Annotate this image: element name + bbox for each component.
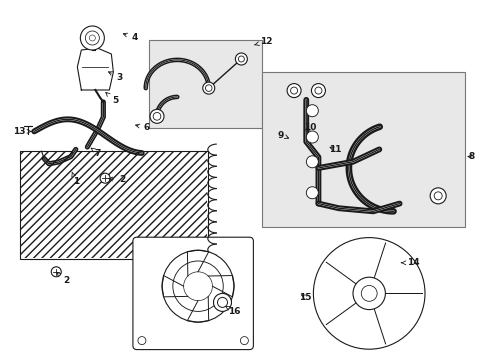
Text: 5: 5: [105, 93, 118, 105]
Circle shape: [313, 238, 424, 349]
Circle shape: [153, 112, 161, 120]
Circle shape: [213, 293, 231, 311]
Circle shape: [150, 109, 163, 123]
Circle shape: [361, 285, 376, 301]
Circle shape: [433, 192, 441, 200]
Circle shape: [100, 173, 110, 183]
Text: 13: 13: [13, 127, 31, 136]
Circle shape: [305, 156, 318, 168]
Circle shape: [305, 131, 318, 143]
Circle shape: [286, 84, 301, 98]
Circle shape: [238, 56, 244, 62]
Circle shape: [217, 297, 227, 307]
Circle shape: [138, 337, 145, 345]
Circle shape: [205, 85, 212, 91]
Circle shape: [305, 105, 318, 117]
Text: 10: 10: [304, 123, 316, 132]
Circle shape: [305, 187, 318, 199]
Text: 11: 11: [328, 145, 341, 154]
Circle shape: [183, 272, 212, 301]
Bar: [20, 152, 206, 258]
Polygon shape: [77, 48, 113, 90]
Text: 4: 4: [123, 33, 138, 42]
Text: 8: 8: [467, 152, 474, 161]
Circle shape: [172, 261, 223, 311]
Circle shape: [290, 87, 297, 94]
Text: 12: 12: [254, 37, 272, 46]
Text: 1: 1: [72, 172, 79, 186]
Text: 2: 2: [109, 175, 125, 184]
Circle shape: [240, 337, 248, 345]
Text: 14: 14: [401, 258, 419, 267]
Circle shape: [311, 84, 325, 98]
Circle shape: [235, 53, 247, 65]
FancyBboxPatch shape: [133, 237, 253, 350]
Text: 2: 2: [57, 273, 69, 285]
Circle shape: [51, 267, 61, 277]
Text: 16: 16: [225, 306, 241, 316]
Circle shape: [162, 250, 234, 322]
Circle shape: [352, 277, 385, 310]
Circle shape: [429, 188, 445, 204]
Circle shape: [89, 35, 95, 41]
Circle shape: [314, 87, 321, 94]
Circle shape: [80, 26, 104, 50]
Circle shape: [203, 82, 214, 94]
Bar: [261, 72, 464, 227]
Text: 7: 7: [91, 148, 101, 158]
Bar: [20, 151, 207, 259]
Text: 6: 6: [135, 123, 149, 132]
Circle shape: [85, 31, 99, 45]
Bar: [149, 40, 261, 128]
Text: 15: 15: [299, 292, 311, 302]
Text: 3: 3: [108, 72, 122, 82]
Text: 9: 9: [277, 130, 288, 139]
